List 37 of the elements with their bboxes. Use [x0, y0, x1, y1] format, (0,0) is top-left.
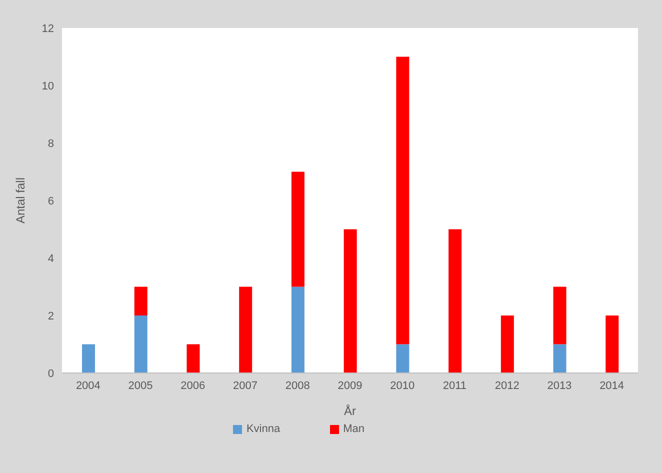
x-axis-title: År	[344, 404, 356, 418]
bar	[134, 316, 148, 373]
y-tick-label: 8	[48, 138, 54, 150]
y-tick-label: 6	[48, 195, 54, 208]
y-tick-label: 12	[42, 22, 54, 35]
bar	[239, 286, 252, 373]
x-tick-label: 2011	[442, 380, 467, 392]
y-tick-label: 2	[48, 310, 54, 322]
bar	[606, 316, 619, 373]
x-tick-label: 2010	[390, 380, 415, 392]
bar	[396, 344, 410, 373]
bar	[448, 229, 462, 373]
x-tick-label: 2008	[285, 380, 310, 392]
x-tick-label: 2014	[600, 380, 624, 392]
bar	[186, 344, 200, 373]
y-tick-label: 4	[48, 252, 54, 265]
x-tick-label: 2007	[233, 380, 258, 392]
y-tick-label: 0	[48, 368, 54, 380]
bar	[553, 286, 566, 344]
y-tick-label: 10	[42, 80, 54, 92]
bar	[344, 229, 357, 373]
legend-label: Kvinna	[246, 423, 280, 435]
bar	[291, 172, 304, 287]
bar	[553, 344, 566, 373]
bar	[500, 316, 514, 373]
x-tick-label: 2005	[128, 380, 153, 392]
bar	[134, 286, 148, 316]
y-axis-title: Antal fall	[13, 177, 28, 224]
bar	[396, 56, 410, 344]
x-tick-label: 2004	[76, 380, 100, 392]
x-tick-label: 2009	[338, 380, 362, 392]
x-tick-label: 2006	[180, 380, 206, 392]
bar	[82, 344, 95, 373]
legend-label: Man	[343, 423, 365, 435]
x-tick-label: 2012	[494, 380, 520, 392]
bar	[291, 286, 304, 373]
x-tick-label: 2013	[547, 380, 572, 392]
